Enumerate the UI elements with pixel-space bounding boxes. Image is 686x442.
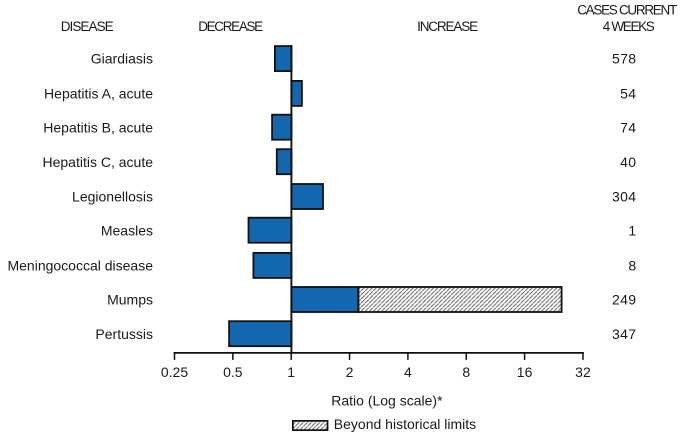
svg-text:4 WEEKS: 4 WEEKS [603, 19, 655, 34]
svg-text:Legionellosis: Legionellosis [72, 189, 153, 205]
svg-text:74: 74 [620, 119, 636, 135]
svg-text:8: 8 [462, 364, 470, 380]
svg-text:8: 8 [628, 258, 636, 274]
svg-text:16: 16 [517, 364, 533, 380]
svg-text:Ratio (Log scale)*: Ratio (Log scale)* [331, 393, 443, 409]
svg-text:0.25: 0.25 [161, 364, 188, 380]
svg-text:249: 249 [612, 292, 637, 308]
svg-text:DISEASE: DISEASE [61, 19, 114, 34]
svg-text:578: 578 [612, 51, 637, 67]
svg-text:INCREASE: INCREASE [417, 19, 478, 34]
svg-text:347: 347 [612, 326, 637, 342]
svg-text:2: 2 [346, 364, 354, 380]
svg-text:304: 304 [612, 189, 637, 205]
svg-text:Hepatitis A, acute: Hepatitis A, acute [44, 86, 153, 102]
svg-text:Measles: Measles [101, 222, 153, 238]
svg-text:CASES CURRENT: CASES CURRENT [577, 2, 677, 17]
svg-text:1: 1 [287, 364, 295, 380]
svg-text:1: 1 [628, 222, 636, 238]
svg-text:DECREASE: DECREASE [198, 19, 263, 34]
svg-text:Giardiasis: Giardiasis [91, 51, 153, 67]
svg-text:54: 54 [620, 86, 636, 102]
svg-text:Mumps: Mumps [107, 292, 153, 308]
svg-text:32: 32 [575, 364, 591, 380]
svg-text:Hepatitis B, acute: Hepatitis B, acute [43, 119, 153, 135]
svg-text:Hepatitis C, acute: Hepatitis C, acute [43, 154, 154, 170]
svg-text:4: 4 [404, 364, 412, 380]
svg-text:Beyond historical limits: Beyond historical limits [334, 416, 476, 432]
svg-text:Meningococcal disease: Meningococcal disease [7, 258, 153, 274]
svg-text:40: 40 [620, 154, 636, 170]
svg-text:Pertussis: Pertussis [95, 326, 153, 342]
svg-text:0.5: 0.5 [223, 364, 243, 380]
